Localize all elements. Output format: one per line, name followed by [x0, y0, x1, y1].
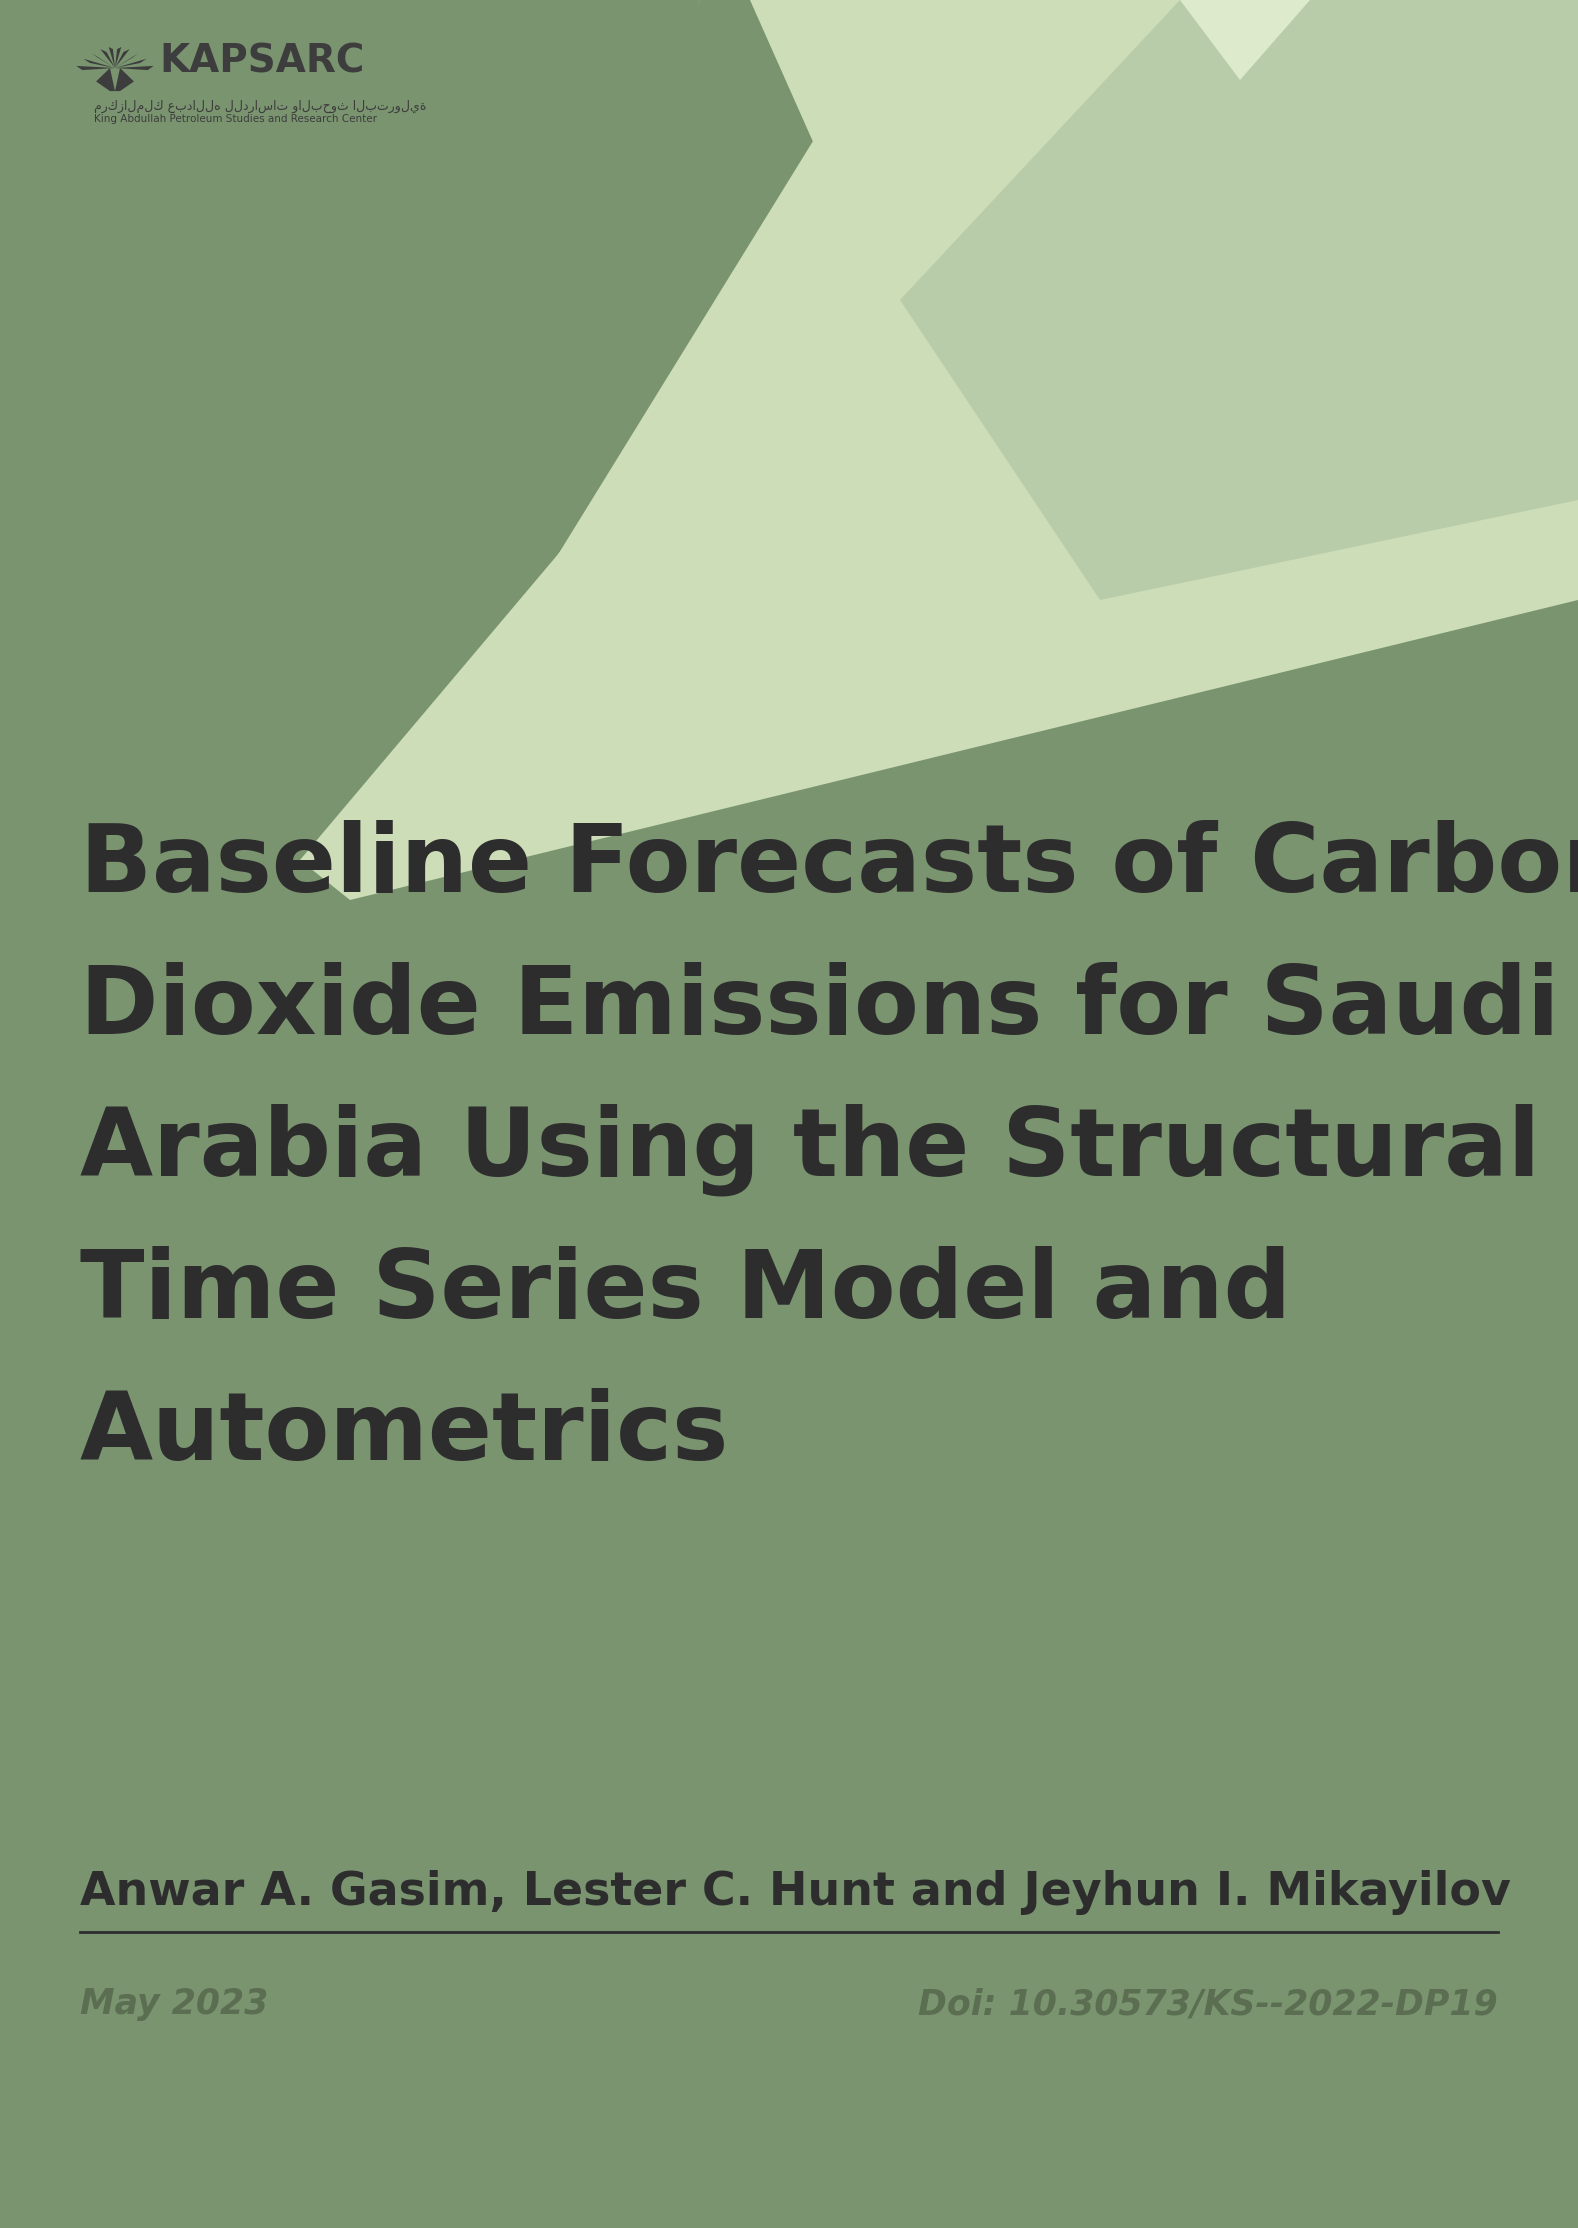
- Polygon shape: [84, 58, 115, 69]
- Polygon shape: [92, 53, 115, 69]
- Text: May 2023: May 2023: [80, 1987, 268, 2021]
- Polygon shape: [120, 69, 134, 91]
- Text: Autometrics: Autometrics: [80, 1388, 729, 1479]
- Text: KAPSARC: KAPSARC: [159, 42, 365, 80]
- Polygon shape: [76, 67, 115, 69]
- Text: Arabia Using the Structural: Arabia Using the Structural: [80, 1105, 1540, 1196]
- Text: Anwar A. Gasim, Lester C. Hunt and Jeyhun I. Mikayilov: Anwar A. Gasim, Lester C. Hunt and Jeyhu…: [80, 1869, 1510, 1916]
- Text: Baseline Forecasts of Carbon: Baseline Forecasts of Carbon: [80, 820, 1578, 911]
- Polygon shape: [300, 0, 899, 900]
- Polygon shape: [96, 69, 110, 91]
- Polygon shape: [115, 47, 122, 69]
- Text: King Abdullah Petroleum Studies and Research Center: King Abdullah Petroleum Studies and Rese…: [95, 114, 377, 125]
- Polygon shape: [115, 67, 153, 69]
- Text: Time Series Model and: Time Series Model and: [80, 1245, 1291, 1339]
- Text: Doi: 10.30573/KS--2022-DP19: Doi: 10.30573/KS--2022-DP19: [918, 1987, 1498, 2021]
- Text: Dioxide Emissions for Saudi: Dioxide Emissions for Saudi: [80, 962, 1559, 1054]
- Polygon shape: [300, 0, 1240, 900]
- Polygon shape: [110, 69, 115, 91]
- Polygon shape: [109, 47, 115, 69]
- Polygon shape: [115, 53, 139, 69]
- Polygon shape: [899, 0, 1578, 599]
- Polygon shape: [101, 49, 115, 69]
- Polygon shape: [115, 49, 129, 69]
- Polygon shape: [115, 58, 147, 69]
- Polygon shape: [350, 0, 1578, 900]
- Polygon shape: [1180, 0, 1310, 80]
- Text: مركزالملك عبدالله للدراسات والبحوث البترولية: مركزالملك عبدالله للدراسات والبحوث البتر…: [95, 100, 426, 114]
- Polygon shape: [115, 69, 120, 91]
